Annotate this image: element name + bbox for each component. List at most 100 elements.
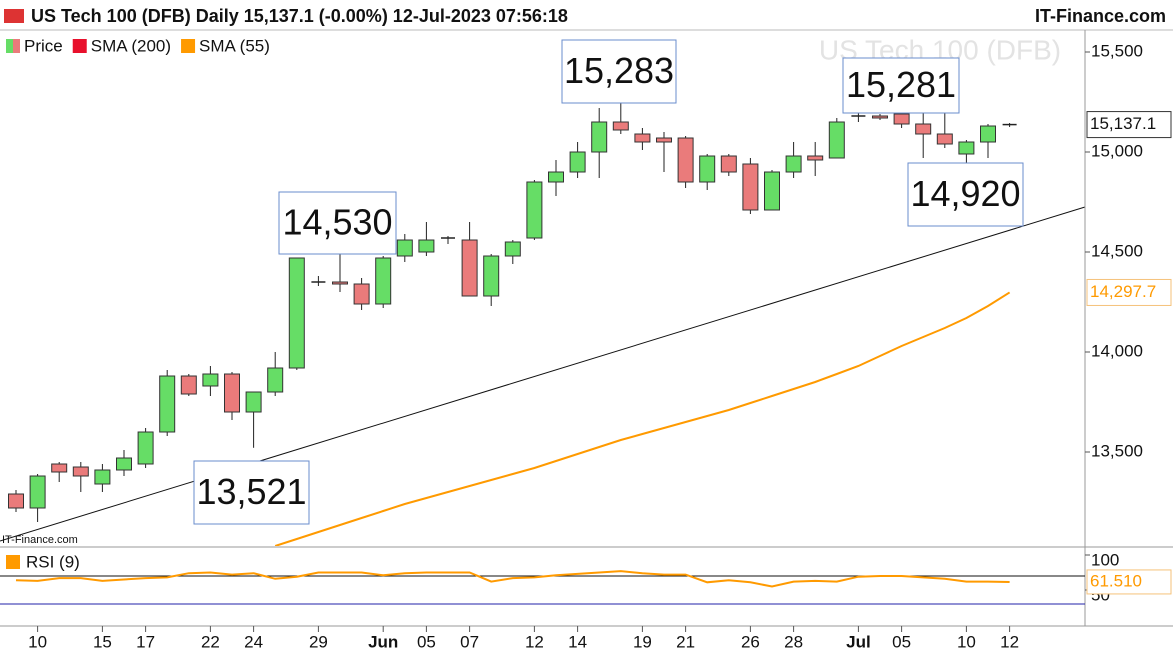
candle-body — [569, 151, 586, 173]
candle-body — [872, 115, 888, 119]
header-site: IT-Finance.com — [1035, 6, 1166, 26]
legend-label: RSI (9) — [26, 552, 80, 571]
x-tick-label: 12 — [525, 632, 544, 651]
legend-swatch — [6, 39, 13, 53]
candle-body — [915, 123, 932, 135]
candle-body — [51, 463, 68, 473]
last-value-box — [1086, 278, 1172, 306]
annotation-label: 15,281 — [846, 64, 956, 105]
candle-body — [29, 475, 46, 509]
x-tick-label: 14 — [568, 632, 587, 651]
last-value-label: 15,137.1 — [1090, 114, 1156, 133]
y-tick-label: 100 — [1091, 550, 1119, 569]
candle-body — [8, 493, 24, 509]
legend-label: Price — [24, 36, 63, 55]
candle-body — [742, 163, 759, 211]
y-tick-label: 15,500 — [1091, 41, 1143, 60]
last-value-label: 14,297.7 — [1090, 282, 1156, 301]
price-plot — [8, 95, 1017, 546]
candle-body — [958, 141, 975, 155]
last-value-box — [1086, 111, 1172, 139]
candle-body — [72, 466, 89, 477]
annotation-label: 13,521 — [196, 471, 306, 512]
candle-body — [936, 133, 953, 145]
candle-body — [483, 255, 500, 297]
annotation-box — [193, 460, 310, 525]
candle-body — [202, 373, 219, 387]
last-value-label: 61.510 — [1090, 571, 1142, 590]
x-tick-label: 17 — [136, 632, 155, 651]
x-tick-label: 21 — [676, 632, 695, 651]
candle-body — [224, 373, 240, 413]
trend-line — [0, 206, 1086, 542]
candle-body — [267, 367, 284, 393]
annotation-label: 14,920 — [910, 173, 1020, 214]
candle-body — [893, 113, 910, 125]
x-tick-label: 29 — [309, 632, 328, 651]
candle-body — [548, 171, 564, 183]
candle-body — [180, 375, 197, 395]
x-tick-label: 22 — [201, 632, 220, 651]
annotation-box — [907, 162, 1024, 227]
annotation-label: 14,530 — [282, 202, 392, 243]
y-tick-label: 14,000 — [1091, 341, 1143, 360]
x-tick-label: 12 — [1000, 632, 1019, 651]
candle-body — [332, 281, 348, 285]
candle-body — [656, 137, 672, 143]
candle-body — [980, 125, 996, 143]
annotation-box — [842, 57, 960, 114]
candle-body — [504, 241, 521, 257]
candle-body — [396, 239, 413, 257]
candle-body — [677, 137, 694, 183]
candle-body — [807, 155, 824, 161]
x-tick-label: 10 — [957, 632, 976, 651]
candle-body — [288, 257, 305, 369]
legend-swatch — [13, 39, 20, 53]
candle-body — [526, 181, 543, 239]
annotation-box — [278, 191, 397, 255]
header-title: US Tech 100 (DFB) Daily 15,137.1 (-0.00%… — [31, 6, 568, 26]
x-tick-label: 19 — [633, 632, 652, 651]
candle-body — [612, 121, 629, 131]
rsi-plot — [0, 570, 1085, 605]
legend-swatch — [181, 39, 196, 53]
candle-body — [137, 431, 154, 465]
rsi-line — [15, 570, 1010, 588]
x-tick-label: 24 — [244, 632, 263, 651]
x-tick-label: 05 — [892, 632, 911, 651]
y-tick-label: 14,500 — [1091, 241, 1143, 260]
demo-icon — [4, 9, 24, 23]
candle-body — [699, 155, 716, 183]
x-tick-label: 10 — [28, 632, 47, 651]
candle-body — [591, 121, 608, 153]
legend-label: SMA (200) — [91, 36, 171, 55]
overlay: 13,500 14,000 14,500 15,000 15,500 15,137.1 14… — [6, 36, 1172, 651]
x-tick-label: Jun — [368, 632, 398, 651]
y-tick-label: 13,500 — [1091, 441, 1143, 460]
legend-swatch — [72, 39, 87, 53]
x-tick-label: 28 — [784, 632, 803, 651]
candle-body — [720, 155, 737, 173]
candle-body — [353, 283, 370, 305]
annotation-label: 15,283 — [564, 50, 674, 91]
x-tick-label: Jul — [846, 632, 871, 651]
source: IT-Finance.com — [2, 534, 78, 546]
x-tick-label: 05 — [417, 632, 436, 651]
x-tick-label: 26 — [741, 632, 760, 651]
candle-body — [245, 391, 262, 413]
candle-body — [764, 171, 780, 211]
candle-body — [418, 239, 435, 253]
sma-line — [274, 291, 1011, 546]
candle-body — [828, 121, 845, 159]
candle-body — [94, 469, 111, 485]
annotation-box — [561, 39, 677, 104]
x-tick-label: 07 — [460, 632, 479, 651]
last-value-box — [1086, 569, 1172, 595]
legend-swatch — [6, 555, 20, 569]
candle-body — [785, 155, 802, 173]
candle-body — [461, 239, 478, 297]
candle-body — [116, 457, 132, 471]
x-tick-label: 15 — [93, 632, 112, 651]
